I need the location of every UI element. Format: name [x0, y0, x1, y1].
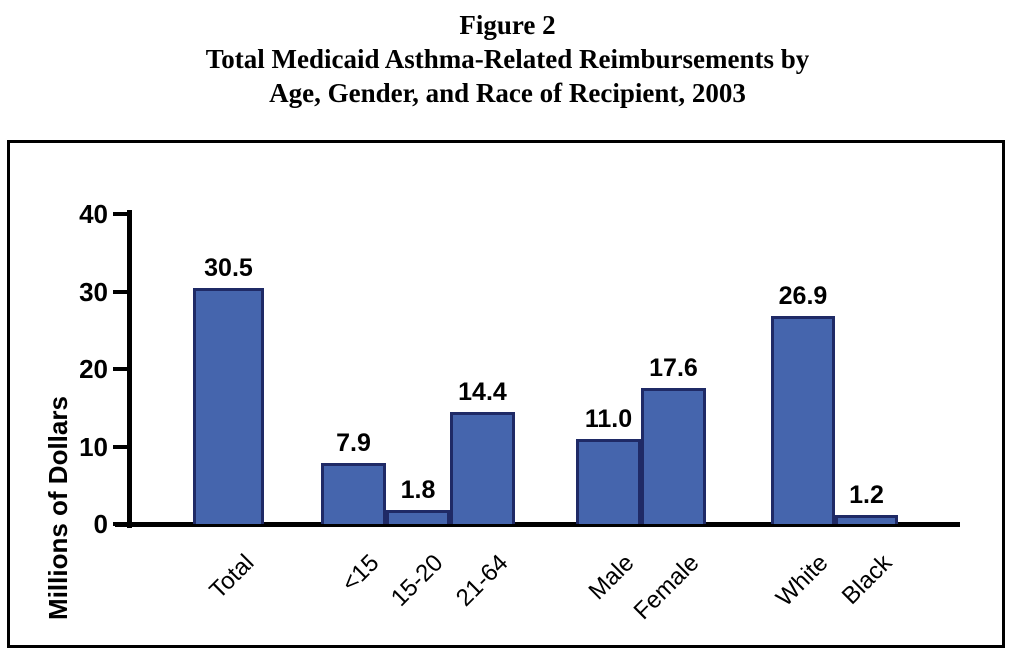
- bar-21-64: [450, 412, 515, 524]
- bar-value-label-white: 26.9: [778, 281, 828, 310]
- bar-value-label-21-64: 14.4: [458, 378, 507, 407]
- x-category-label-total: Total: [203, 549, 259, 605]
- bar-value-label-female: 17.6: [649, 353, 698, 382]
- y-axis-line: [127, 210, 132, 528]
- y-tick-label: 10: [79, 431, 108, 462]
- bar-value-label-15: 7.9: [336, 428, 371, 457]
- bar-male: [576, 438, 641, 524]
- figure-title-line-3: Age, Gender, and Race of Recipient, 2003: [269, 78, 746, 108]
- bar-value-label-male: 11.0: [584, 404, 633, 433]
- y-tick-mark: [113, 367, 129, 371]
- bar-total: [193, 287, 264, 524]
- y-tick-mark: [113, 212, 129, 216]
- y-tick-label: 40: [79, 199, 108, 229]
- bar-value-label-15-20: 1.8: [400, 476, 436, 505]
- y-tick-mark: [113, 444, 129, 449]
- y-tick-mark: [113, 522, 129, 526]
- y-tick-mark: [113, 289, 129, 294]
- figure-title-line-2: Total Medicaid Asthma-Related Reimbursem…: [205, 44, 810, 74]
- chart-frame: Millions of Dollars 0 10 20 30 40 30.5 Total 7.…: [7, 140, 1005, 648]
- figure-title: Figure 2 Total Medicaid Asthma-Related R…: [0, 8, 1015, 110]
- y-tick-label: 20: [79, 354, 108, 384]
- bar-value-label-total: 30.5: [204, 253, 253, 282]
- x-axis-line: [115, 522, 960, 527]
- bar-black: [835, 514, 898, 524]
- bar-15-20: [386, 510, 450, 524]
- bar-female: [641, 387, 706, 524]
- bar-value-label-black: 1.2: [849, 480, 884, 509]
- y-axis-title: Millions of Dollars: [43, 396, 73, 620]
- y-tick-label: 0: [93, 509, 108, 539]
- figure-title-line-1: Figure 2: [459, 10, 556, 40]
- y-tick-label: 30: [79, 276, 108, 307]
- bar-15: [321, 462, 386, 524]
- bar-white: [771, 315, 835, 524]
